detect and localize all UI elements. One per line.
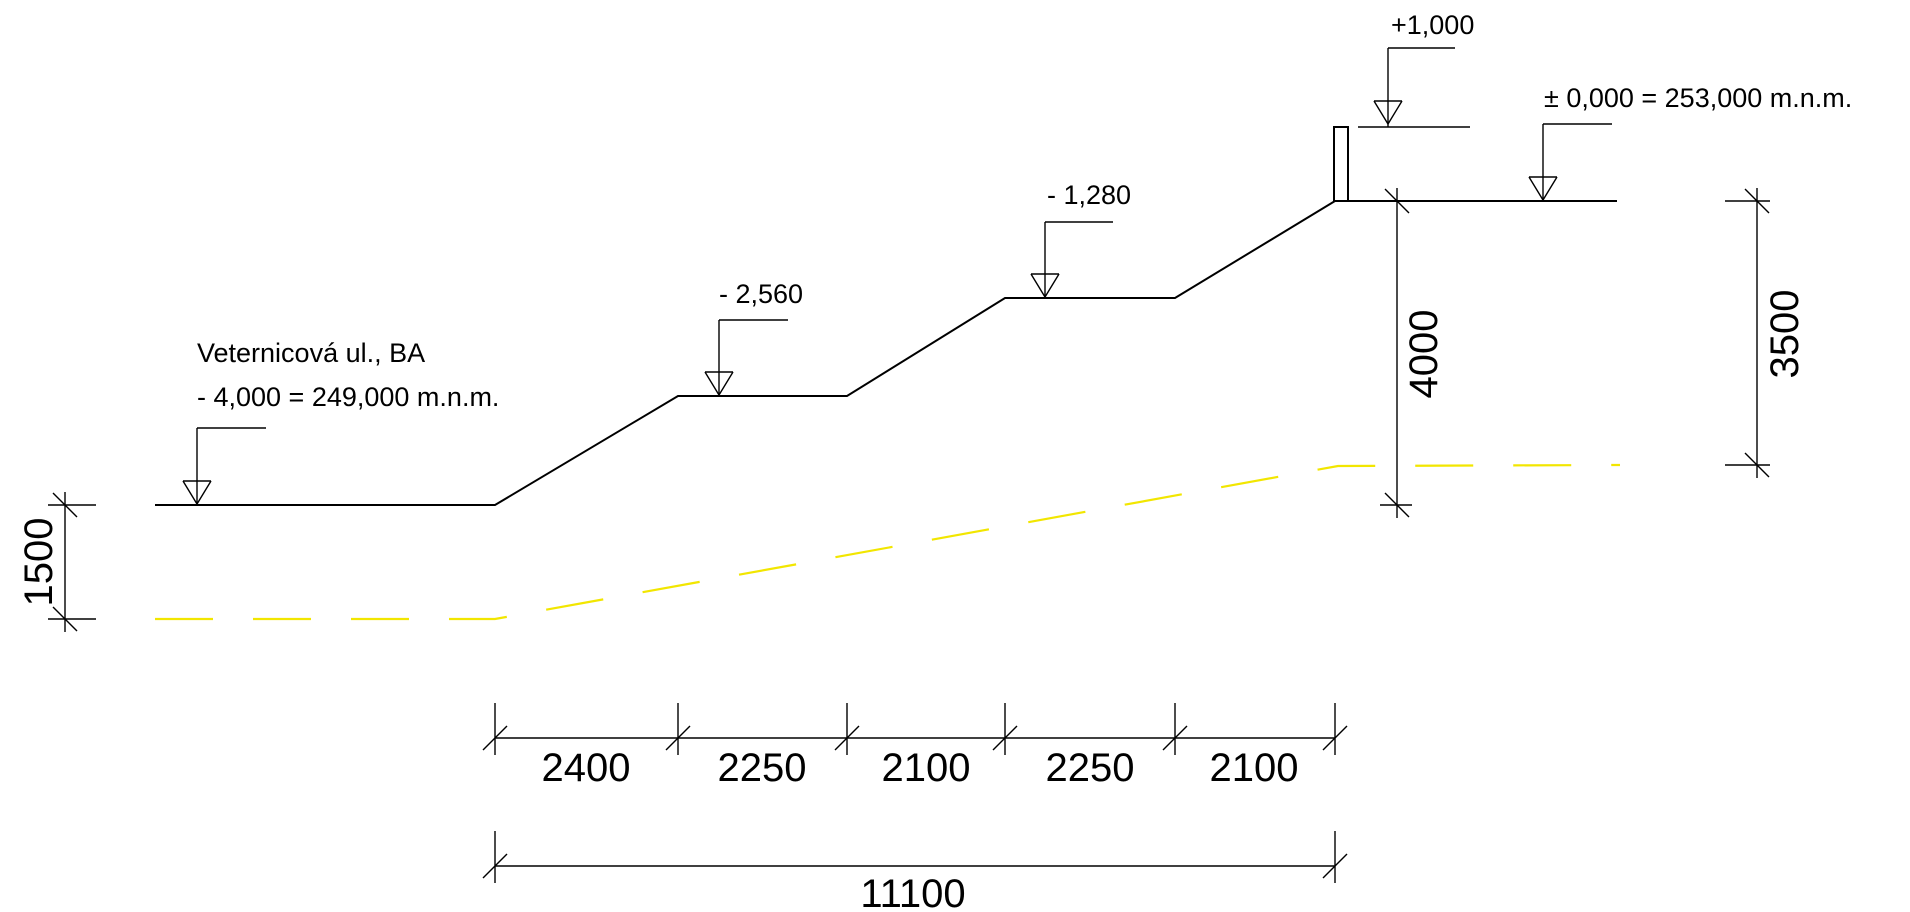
dim-segment-5: 2100 <box>1210 746 1299 790</box>
dim-segment-3: 2100 <box>882 746 971 790</box>
parapet-element <box>1333 126 1349 202</box>
street-elevation: - 4,000 = 249,000 m.n.m. <box>197 382 499 412</box>
level-marker-parapet <box>1358 47 1470 128</box>
level-label-top: ± 0,000 = 253,000 m.n.m. <box>1544 83 1852 113</box>
dim-segment-4: 2250 <box>1046 746 1135 790</box>
dim-total: 11100 <box>860 872 965 912</box>
level-marker-1280 <box>1030 221 1113 299</box>
dim-segment-1: 2400 <box>542 746 631 790</box>
level-label-parapet: +1,000 <box>1391 10 1474 40</box>
terrain-profile <box>155 200 1617 506</box>
level-label-2560: - 2,560 <box>719 279 803 309</box>
dimension-line-left <box>48 492 96 632</box>
dim-left-vertical: 1500 <box>17 518 61 607</box>
street-name: Veternicová ul., BA <box>197 338 425 368</box>
foundation-line <box>155 463 1621 621</box>
level-marker-2560 <box>704 319 788 397</box>
dimension-line-mid <box>1380 188 1412 518</box>
dimension-line-right <box>1725 188 1770 478</box>
level-marker-top <box>1528 123 1612 202</box>
dim-segment-2: 2250 <box>718 746 807 790</box>
dim-right-vertical: 3500 <box>1763 290 1807 379</box>
dimension-line-total <box>482 831 1348 883</box>
dimension-line-segments <box>482 703 1348 755</box>
level-label-1280: - 1,280 <box>1047 180 1131 210</box>
dim-mid-vertical: 4000 <box>1402 310 1446 399</box>
level-marker-street <box>182 427 266 506</box>
